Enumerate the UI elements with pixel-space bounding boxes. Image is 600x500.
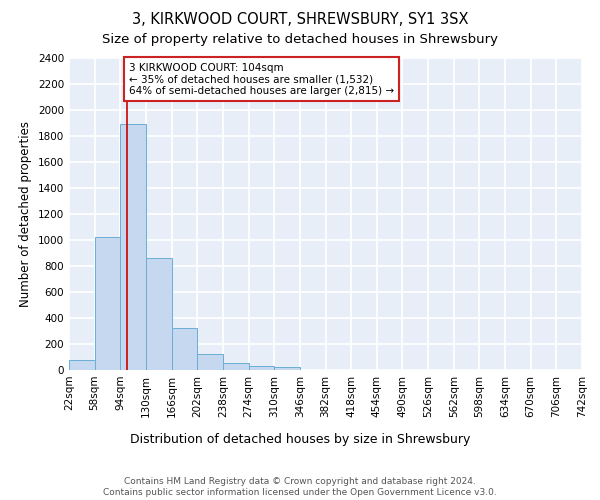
Text: Distribution of detached houses by size in Shrewsbury: Distribution of detached houses by size …: [130, 432, 470, 446]
Text: 3 KIRKWOOD COURT: 104sqm
← 35% of detached houses are smaller (1,532)
64% of sem: 3 KIRKWOOD COURT: 104sqm ← 35% of detach…: [129, 62, 394, 96]
Bar: [197, 354, 223, 370]
Bar: [223, 364, 248, 370]
Bar: [172, 328, 197, 370]
Text: 3, KIRKWOOD COURT, SHREWSBURY, SY1 3SX: 3, KIRKWOOD COURT, SHREWSBURY, SY1 3SX: [132, 12, 468, 28]
Bar: [95, 237, 121, 370]
Bar: [274, 368, 300, 370]
Y-axis label: Number of detached properties: Number of detached properties: [19, 120, 32, 306]
Bar: [146, 258, 172, 370]
Bar: [121, 124, 146, 370]
Text: Contains HM Land Registry data © Crown copyright and database right 2024.
Contai: Contains HM Land Registry data © Crown c…: [103, 478, 497, 497]
Text: Size of property relative to detached houses in Shrewsbury: Size of property relative to detached ho…: [102, 32, 498, 46]
Bar: [248, 366, 274, 370]
Bar: [69, 360, 95, 370]
